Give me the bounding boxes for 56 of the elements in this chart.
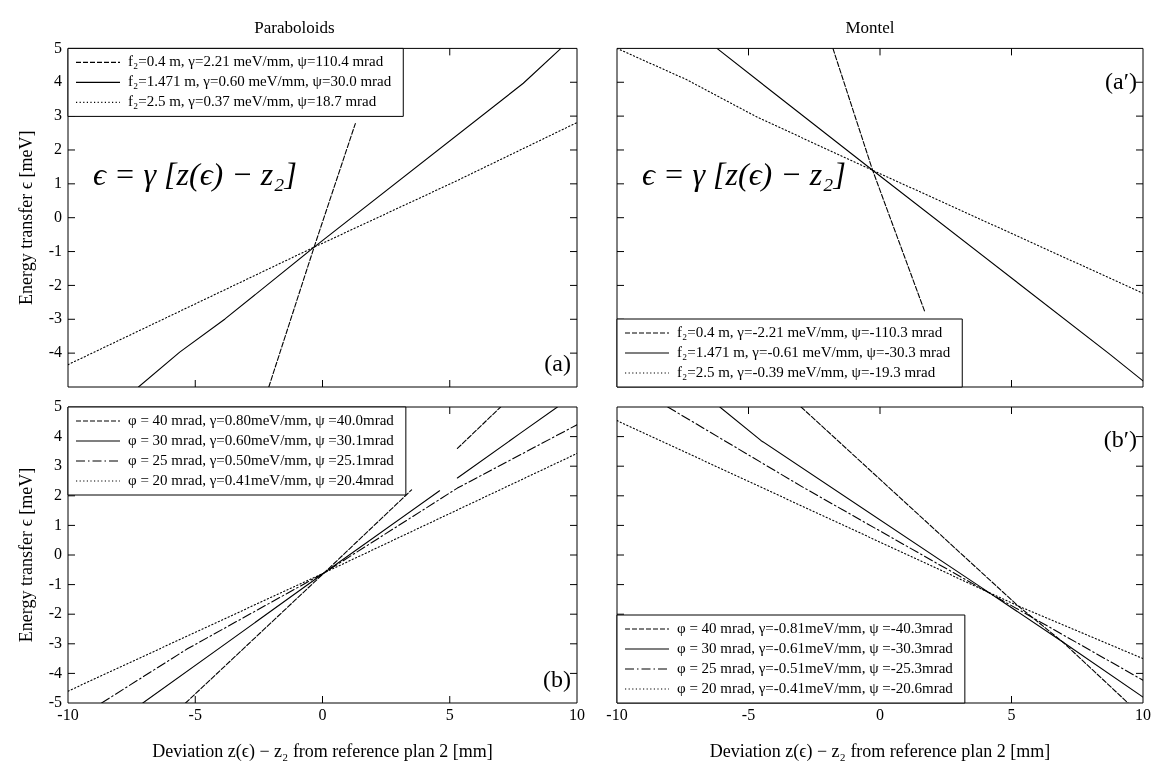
x-tick-label: 10 <box>1135 705 1151 723</box>
y-tick-label: -3 <box>48 309 62 327</box>
y-tick-label: 2 <box>54 140 62 158</box>
y-tick-label: -1 <box>48 574 62 592</box>
x-tick-label: 5 <box>445 705 454 723</box>
y-tick-label: 4 <box>54 72 62 90</box>
chart-title: Montel <box>845 17 895 37</box>
y-tick-label: -3 <box>48 634 62 651</box>
x-axis-title: Deviation z(ϵ) − z₂ from reference plan 2 [mm] <box>152 740 493 762</box>
y-tick-label: 5 <box>54 397 62 415</box>
y-tick-label: -5 <box>48 693 62 711</box>
y-tick-label: 1 <box>54 174 62 192</box>
legend-label: φ = 20 mrad, γ=0.41meV/mm, ψ =20.4mrad <box>128 471 395 488</box>
y-tick-label: -2 <box>48 604 62 622</box>
legend-label: f₂=1.471 m, γ=-0.61 meV/mm, ψ=-30.3 mrad <box>677 343 951 360</box>
legend-label: φ = 30 mrad, γ=-0.61meV/mm, ψ =-30.3mrad <box>677 639 954 656</box>
x-tick-label: -10 <box>606 705 628 723</box>
y-tick-label: 4 <box>54 426 62 444</box>
legend-label: f₂=1.471 m, γ=0.60 meV/mm, ψ=30.0 mrad <box>128 73 392 90</box>
x-tick-label: 5 <box>1007 705 1016 723</box>
y-tick-label: 0 <box>54 207 62 225</box>
annotation: (a′) <box>1105 67 1137 94</box>
legend-label: f₂=2.5 m, γ=0.37 meV/mm, ψ=18.7 mrad <box>128 93 377 110</box>
annotation: ϵ = γ [z(ϵ) − z₂] <box>642 156 846 193</box>
y-axis-title: Energy transfer ϵ [meV] <box>15 467 36 643</box>
y-tick-label: 3 <box>54 106 62 124</box>
legend-label: f₂=0.4 m, γ=-2.21 meV/mm, ψ=-110.3 mrad <box>677 323 943 340</box>
y-tick-label: -2 <box>48 275 62 293</box>
chart-title: Paraboloids <box>254 17 335 37</box>
y-tick-label: -1 <box>48 241 62 259</box>
annotation: (b′) <box>1103 426 1137 453</box>
x-tick-label: 0 <box>876 705 884 723</box>
legend-label: φ = 20 mrad, γ=-0.41meV/mm, ψ =-20.6mrad <box>677 679 954 696</box>
x-axis-title: Deviation z(ϵ) − z₂ from reference plan 2 [mm] <box>709 740 1051 762</box>
legend-label: φ = 25 mrad, γ=-0.51meV/mm, ψ =-25.3mrad <box>677 659 954 676</box>
legend-label: φ = 25 mrad, γ=0.50meV/mm, ψ =25.1mrad <box>128 451 395 468</box>
legend-label: φ = 40 mrad, γ=-0.81meV/mm, ψ =-40.3mrad <box>677 619 954 636</box>
y-tick-label: 0 <box>54 545 62 563</box>
x-tick-label: 10 <box>569 705 585 723</box>
y-axis-title: Energy transfer ϵ [meV] <box>15 130 36 305</box>
y-tick-label: -4 <box>48 663 62 681</box>
y-tick-label: 2 <box>54 486 62 503</box>
legend-label: φ = 40 mrad, γ=0.80meV/mm, ψ =40.0mrad <box>128 411 395 428</box>
legend-label: φ = 30 mrad, γ=0.60meV/mm, ψ =30.1mrad <box>128 431 395 448</box>
annotation: (b) <box>543 666 571 693</box>
legend-label: f₂=0.4 m, γ=2.21 meV/mm, ψ=110.4 mrad <box>128 53 384 70</box>
x-tick-label: 0 <box>318 705 327 723</box>
legend-label: f₂=2.5 m, γ=-0.39 meV/mm, ψ=-19.3 mrad <box>677 363 936 380</box>
annotation: (a) <box>544 350 571 377</box>
x-tick-label: -5 <box>188 705 202 723</box>
y-tick-label: 3 <box>54 456 62 474</box>
annotation: ϵ = γ [z(ϵ) − z₂] <box>93 156 297 193</box>
x-tick-label: -5 <box>741 705 756 723</box>
y-tick-label: 1 <box>54 515 62 533</box>
y-tick-label: -4 <box>48 343 62 361</box>
y-tick-label: 5 <box>54 38 62 56</box>
